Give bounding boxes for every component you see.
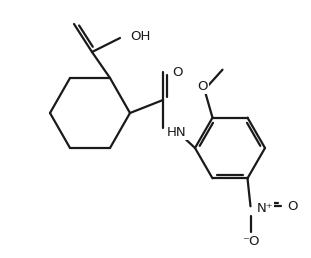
Text: ⁻O: ⁻O	[242, 235, 259, 248]
Text: O: O	[287, 200, 298, 213]
Text: HN: HN	[167, 125, 187, 139]
Text: O: O	[172, 66, 183, 78]
Text: O: O	[197, 80, 208, 93]
Text: OH: OH	[130, 29, 151, 43]
Text: N⁺: N⁺	[257, 202, 273, 215]
